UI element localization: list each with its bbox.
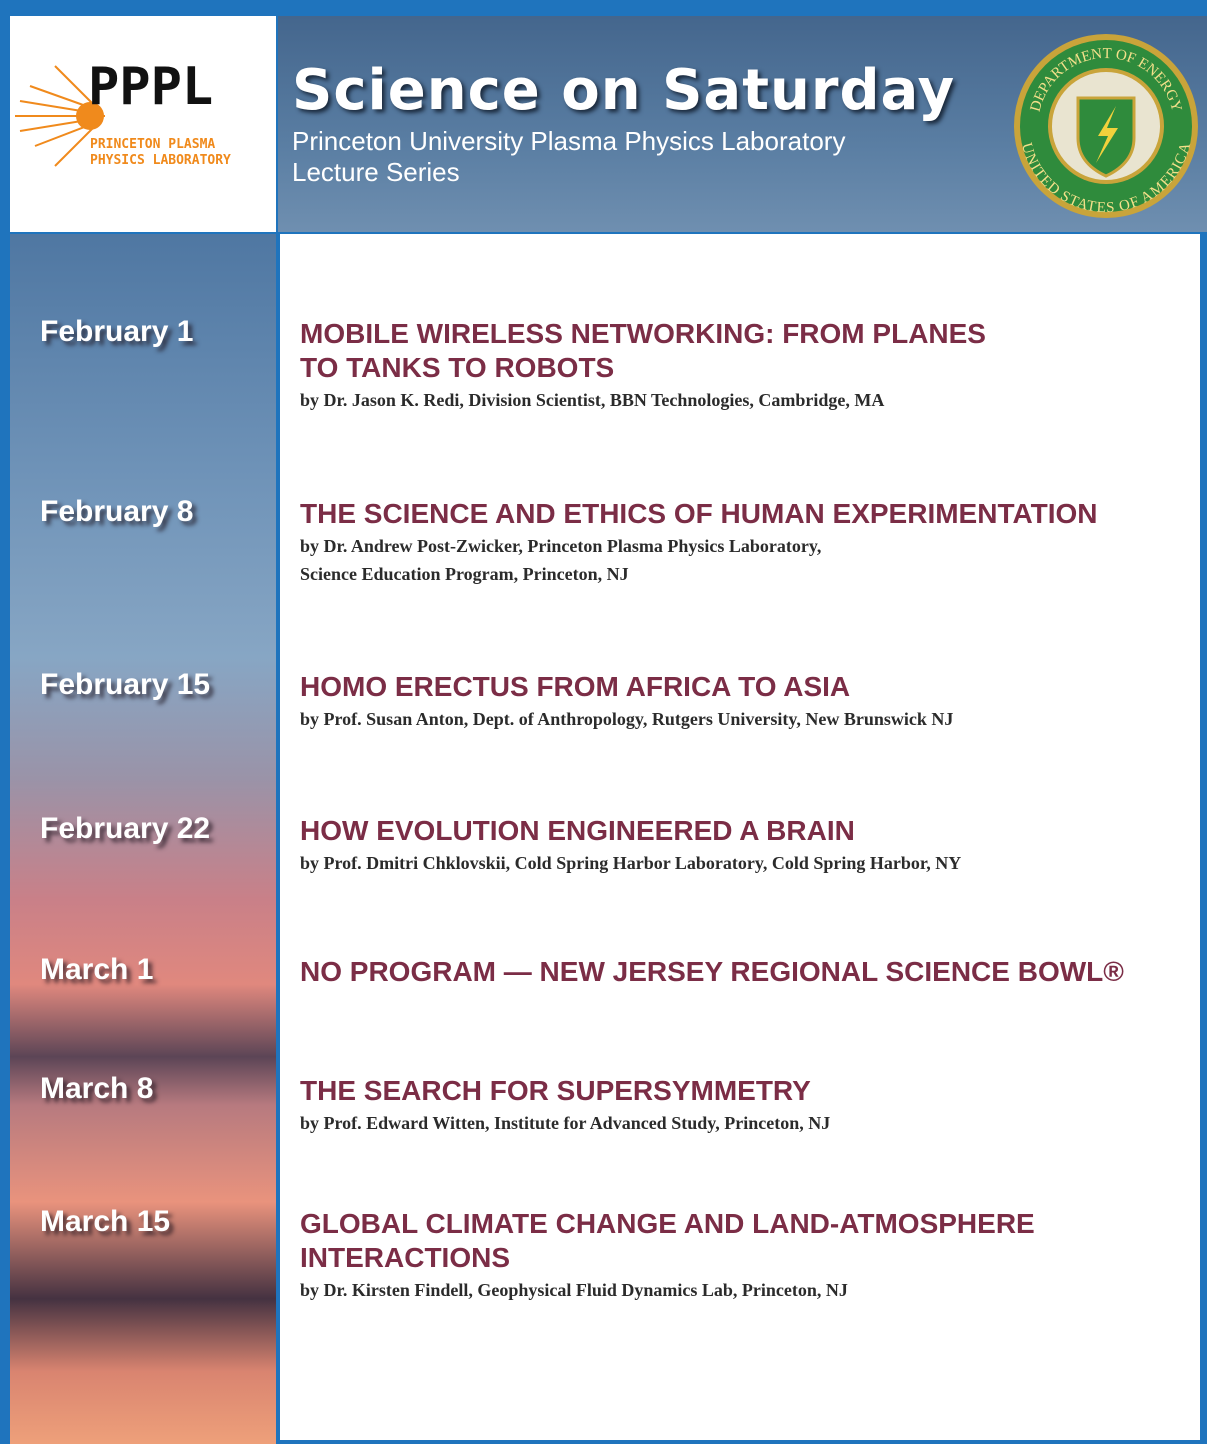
subtitle: Lecture Series — [292, 157, 460, 188]
poster: PPPL PRINCETON PLASMA PHYSICS LABORATORY… — [0, 0, 1207, 1444]
event-title: THE SCIENCE AND ETHICS OF HUMAN EXPERIME… — [300, 497, 1190, 531]
subtitle: Princeton University Plasma Physics Labo… — [292, 126, 845, 157]
logo-mark: PPPL — [88, 57, 213, 117]
event: THE SCIENCE AND ETHICS OF HUMAN EXPERIME… — [300, 497, 1190, 587]
event-title: THE SEARCH FOR SUPERSYMMETRY — [300, 1074, 1190, 1108]
doe-seal: DEPARTMENT OF ENERGY UNITED STATES OF AM… — [1008, 28, 1204, 224]
event-title: HOW EVOLUTION ENGINEERED A BRAIN — [300, 814, 1190, 848]
event-speaker: by Prof. Dmitri Chklovskii, Cold Spring … — [300, 850, 1190, 876]
event-speaker: by Prof. Edward Witten, Institute for Ad… — [300, 1110, 1190, 1136]
event-date: March 15 — [40, 1205, 170, 1239]
event-speaker: by Prof. Susan Anton, Dept. of Anthropol… — [300, 706, 1190, 732]
event: GLOBAL CLIMATE CHANGE AND LAND-ATMOSPHER… — [300, 1207, 1190, 1303]
event-title: TO TANKS TO ROBOTS — [300, 351, 1190, 385]
logo: PPPL PRINCETON PLASMA PHYSICS LABORATORY — [10, 16, 276, 232]
logo-line: PHYSICS LABORATORY — [90, 153, 231, 168]
event-date: February 15 — [40, 668, 210, 702]
event-speaker: Science Education Program, Princeton, NJ — [300, 561, 1190, 587]
event-title: HOMO ERECTUS FROM AFRICA TO ASIA — [300, 670, 1190, 704]
logo-line: PRINCETON PLASMA — [90, 137, 215, 152]
event-speaker: by Dr. Kirsten Findell, Geophysical Flui… — [300, 1277, 1190, 1303]
event-date: March 1 — [40, 953, 153, 987]
event-date: February 1 — [40, 315, 193, 349]
event-title: MOBILE WIRELESS NETWORKING: FROM PLANES — [300, 317, 1190, 351]
logo-box: PPPL PRINCETON PLASMA PHYSICS LABORATORY — [10, 16, 276, 232]
event-date: March 8 — [40, 1072, 153, 1106]
event-title: INTERACTIONS — [300, 1241, 1190, 1275]
title: Science on Saturday — [292, 58, 955, 123]
event-title: GLOBAL CLIMATE CHANGE AND LAND-ATMOSPHER… — [300, 1207, 1190, 1241]
event: NO PROGRAM — NEW JERSEY REGIONAL SCIENCE… — [300, 955, 1190, 989]
event-speaker: by Dr. Andrew Post-Zwicker, Princeton Pl… — [300, 533, 1190, 559]
event-title: NO PROGRAM — NEW JERSEY REGIONAL SCIENCE… — [300, 955, 1190, 989]
header-banner: DEPARTMENT OF ENERGY UNITED STATES OF AM… — [278, 16, 1207, 232]
event-date: February 8 — [40, 495, 193, 529]
event-date: February 22 — [40, 812, 210, 846]
event-speaker: by Dr. Jason K. Redi, Division Scientist… — [300, 387, 1190, 413]
